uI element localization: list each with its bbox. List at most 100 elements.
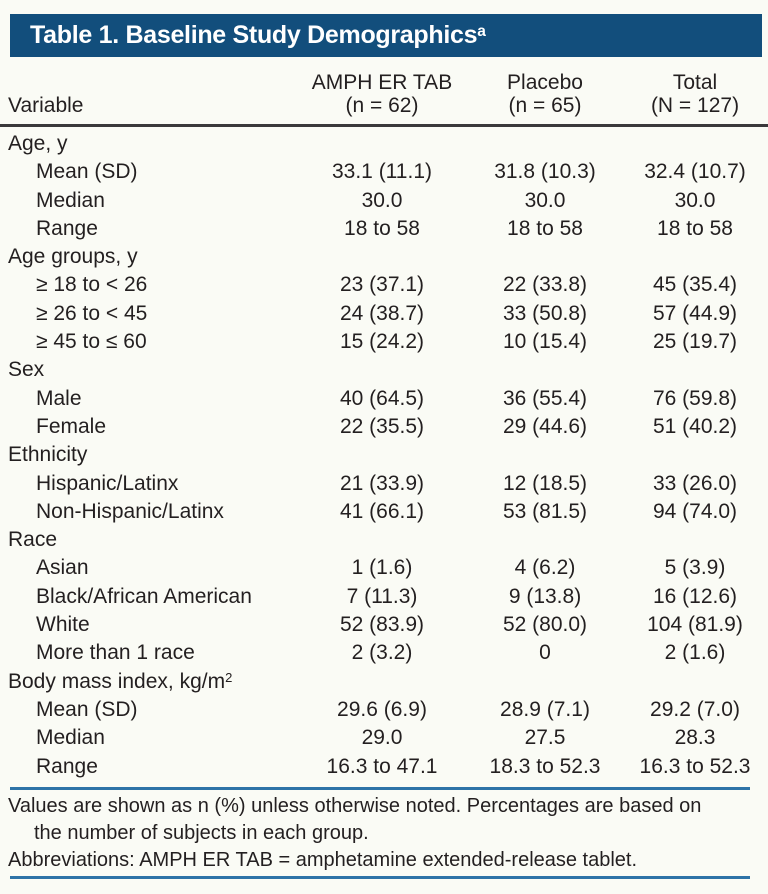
data-cell [296, 243, 468, 271]
footnote-abbreviations: Abbreviations: AMPH ER TAB = amphetamine… [8, 849, 638, 871]
data-cell [296, 130, 468, 158]
data-row: ≥ 26 to < 45 24 (38.7) 33 (50.8) 57 (44.9) [0, 300, 768, 328]
section-label: Age groups, y [8, 245, 138, 269]
data-cell: 15 (24.2) [339, 330, 425, 354]
row-label: Male [36, 386, 82, 410]
data-row: ≥ 18 to < 26 23 (37.1) 22 (33.8) 45 (35.4) [0, 271, 768, 299]
data-cell [622, 130, 768, 158]
data-cell [468, 441, 622, 469]
column-header-total-name: Total [672, 71, 718, 94]
table-bottom-rule [10, 876, 750, 879]
row-label: Hispanic/Latinx [36, 471, 179, 495]
data-cell: 29.6 (6.9) [337, 697, 427, 721]
row-label: Non-Hispanic/Latinx [36, 499, 224, 523]
data-row: Black/African American 7 (11.3) 9 (13.8) 16… [0, 583, 768, 611]
data-cell: 10 (15.4) [502, 330, 588, 354]
column-header-placebo-name: Placebo [507, 71, 583, 94]
data-cell: 52 (80.0) [502, 613, 588, 637]
data-cell [622, 668, 768, 696]
data-cell: 21 (33.9) [339, 471, 425, 495]
row-label: ≥ 18 to < 26 [36, 273, 148, 297]
data-cell: 12 (18.5) [502, 471, 588, 495]
data-cell: 104 (81.9) [647, 613, 743, 637]
row-label: White [36, 613, 90, 637]
data-cell: 30.0 [524, 188, 566, 212]
row-label: Mean (SD) [36, 160, 138, 184]
data-row: Hispanic/Latinx 21 (33.9) 12 (18.5) 33 (26.… [0, 470, 768, 498]
row-label: Median [36, 188, 105, 212]
data-cell: 18.3 to 52.3 [489, 754, 601, 778]
data-cell [622, 526, 768, 554]
footnote-a-text: Values are shown as n (%) unless otherwi… [8, 795, 702, 844]
table-title-banner: Table 1. Baseline Study Demographicsa [10, 14, 762, 57]
row-label: Median [36, 726, 105, 750]
data-cell [468, 668, 622, 696]
row-label: Asian [36, 556, 89, 580]
data-row: Range 16.3 to 47.1 18.3 to 52.3 16.3 to 52.… [0, 753, 768, 781]
data-row: Mean (SD) 33.1 (11.1) 31.8 (10.3) 32.4 (10.… [0, 158, 768, 186]
column-header-total: Total (N = 127) [622, 71, 768, 124]
column-header-row: Variable AMPH ER TAB (n = 62) Placebo (n… [0, 57, 768, 124]
section-row: Race [0, 526, 768, 554]
section-row: Age groups, y [0, 243, 768, 271]
data-cell [468, 356, 622, 384]
data-cell [468, 526, 622, 554]
data-cell [296, 526, 468, 554]
data-cell: 53 (81.5) [502, 499, 588, 523]
data-cell [468, 243, 622, 271]
data-row: Median 30.0 30.0 30.0 [0, 187, 768, 215]
section-label: Age, y [8, 132, 68, 155]
row-label: Black/African American [36, 584, 252, 608]
data-cell: 36 (55.4) [502, 386, 588, 410]
data-cell: 51 (40.2) [652, 414, 738, 438]
data-cell: 29.2 (7.0) [650, 697, 740, 721]
column-header-amph-name: AMPH ER TAB [311, 71, 453, 94]
column-header-placebo-n: (n = 65) [508, 94, 582, 117]
data-row: Non-Hispanic/Latinx 41 (66.1) 53 (81.5) 94 … [0, 498, 768, 526]
data-cell: 22 (35.5) [339, 414, 425, 438]
row-label: Female [36, 414, 107, 438]
data-row: More than 1 race 2 (3.2) 0 2 (1.6) [0, 639, 768, 667]
variable-column-header: Variable [8, 94, 84, 117]
data-cell: 41 (66.1) [339, 499, 425, 523]
data-cell: 7 (11.3) [346, 584, 418, 608]
column-header-amph: AMPH ER TAB (n = 62) [296, 71, 468, 124]
data-cell: 18 to 58 [657, 216, 733, 240]
column-header-placebo: Placebo (n = 65) [468, 71, 622, 124]
data-cell: 25 (19.7) [652, 330, 738, 354]
row-label: Range [36, 216, 98, 240]
table-title: Table 1. Baseline Study Demographicsa [30, 21, 486, 49]
data-cell: 1 (1.6) [351, 556, 413, 580]
data-cell: 5 (3.9) [664, 556, 726, 580]
section-label: Body mass index, kg/m2 [8, 669, 233, 693]
data-row: Male 40 (64.5) 36 (55.4) 76 (59.8) [0, 385, 768, 413]
header-divider-rule [0, 124, 768, 127]
column-header-total-n: (N = 127) [650, 94, 740, 117]
footnotes: aValues are shown as n (%) unless otherw… [8, 793, 756, 874]
row-label: ≥ 26 to < 45 [36, 301, 148, 325]
data-cell: 30.0 [674, 188, 716, 212]
data-cell: 18 to 58 [344, 216, 420, 240]
data-cell: 33 (26.0) [652, 471, 738, 495]
data-cell [296, 441, 468, 469]
section-row: Ethnicity [0, 441, 768, 469]
data-cell [296, 668, 468, 696]
data-row: Range 18 to 58 18 to 58 18 to 58 [0, 215, 768, 243]
data-row: Median 29.0 27.5 28.3 [0, 724, 768, 752]
data-cell: 30.0 [361, 188, 403, 212]
table-body: Age, y Mean (SD) 33.1 (11.1) 31.8 (10.3) 32.… [0, 130, 768, 781]
section-label: Race [8, 528, 58, 552]
column-header-amph-n: (n = 62) [345, 94, 419, 117]
data-cell: 40 (64.5) [339, 386, 425, 410]
data-cell [622, 243, 768, 271]
footnote-top-rule [10, 787, 750, 790]
row-label: ≥ 45 to ≤ 60 [36, 330, 147, 354]
data-cell: 18 to 58 [507, 216, 583, 240]
data-cell: 4 (6.2) [514, 556, 576, 580]
data-cell: 29 (44.6) [502, 414, 588, 438]
data-cell: 2 (3.2) [351, 641, 413, 665]
data-cell: 9 (13.8) [508, 584, 582, 608]
data-cell: 16.3 to 52.3 [639, 754, 751, 778]
data-cell: 16 (12.6) [652, 584, 738, 608]
data-cell: 24 (38.7) [339, 301, 425, 325]
